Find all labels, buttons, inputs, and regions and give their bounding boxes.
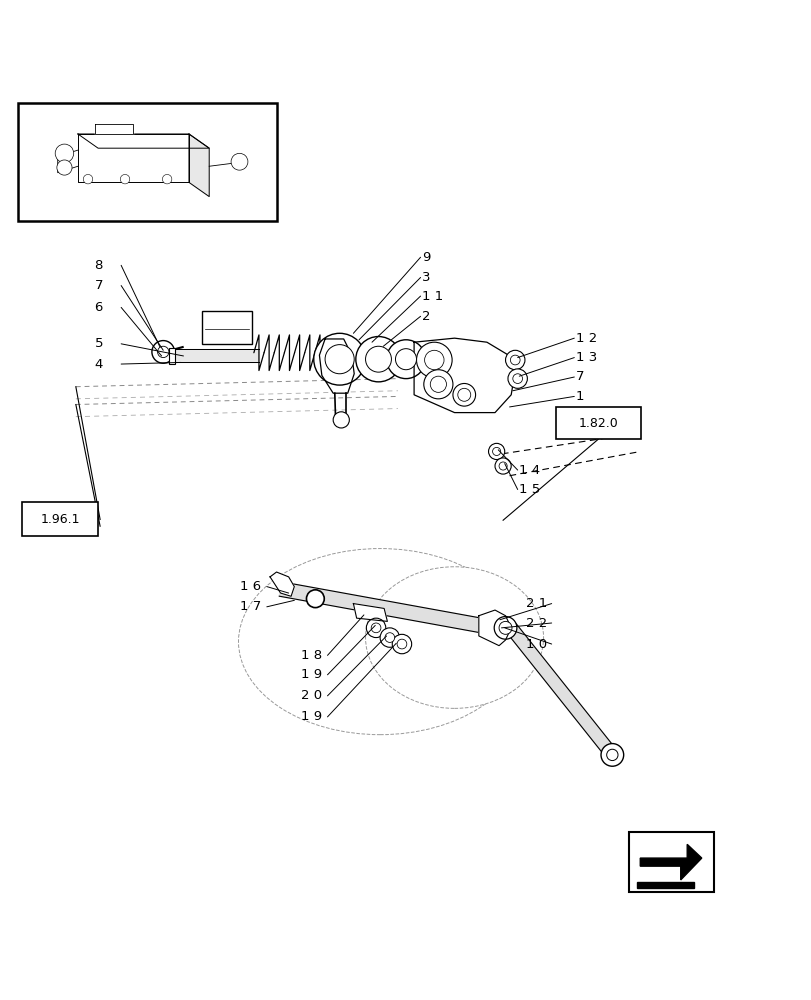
Text: 1 5: 1 5 xyxy=(519,483,540,496)
Text: 1 4: 1 4 xyxy=(519,464,540,477)
Text: 2 0: 2 0 xyxy=(300,689,321,702)
Circle shape xyxy=(453,383,475,406)
Text: 1 9: 1 9 xyxy=(300,668,321,681)
Circle shape xyxy=(365,346,391,372)
Circle shape xyxy=(508,369,526,388)
Polygon shape xyxy=(279,582,504,637)
Circle shape xyxy=(488,443,504,460)
Circle shape xyxy=(423,370,453,399)
Circle shape xyxy=(371,623,380,633)
Text: 9: 9 xyxy=(422,251,430,264)
Text: 4: 4 xyxy=(94,358,103,371)
Polygon shape xyxy=(353,604,387,621)
Polygon shape xyxy=(319,339,354,393)
Circle shape xyxy=(510,355,520,365)
Text: 1 1: 1 1 xyxy=(422,290,443,303)
Circle shape xyxy=(313,333,365,385)
Circle shape xyxy=(395,349,416,370)
Circle shape xyxy=(366,618,385,638)
Circle shape xyxy=(499,462,507,470)
Polygon shape xyxy=(58,150,78,173)
Circle shape xyxy=(416,342,452,378)
Circle shape xyxy=(152,341,174,363)
Text: 1 3: 1 3 xyxy=(575,351,596,364)
Circle shape xyxy=(499,621,512,634)
Text: 1 8: 1 8 xyxy=(300,649,321,662)
Circle shape xyxy=(457,388,470,401)
Text: 2 1: 2 1 xyxy=(525,597,547,610)
Polygon shape xyxy=(78,134,209,148)
Bar xyxy=(22,502,98,536)
Ellipse shape xyxy=(238,549,521,735)
Circle shape xyxy=(380,628,399,647)
Text: 1: 1 xyxy=(575,390,584,403)
Circle shape xyxy=(384,633,394,642)
Circle shape xyxy=(157,346,169,358)
Text: 2: 2 xyxy=(422,310,430,323)
Polygon shape xyxy=(175,349,259,362)
Text: 1 9: 1 9 xyxy=(300,710,321,723)
Text: 7: 7 xyxy=(575,370,584,383)
Ellipse shape xyxy=(365,567,543,708)
Circle shape xyxy=(424,350,444,370)
Ellipse shape xyxy=(306,590,324,608)
Text: 3: 3 xyxy=(422,271,430,284)
Polygon shape xyxy=(505,624,616,759)
Circle shape xyxy=(324,345,354,374)
Text: 1 6: 1 6 xyxy=(240,580,261,593)
Polygon shape xyxy=(78,134,189,182)
Text: 5: 5 xyxy=(94,337,103,350)
Polygon shape xyxy=(640,844,701,880)
Bar xyxy=(202,311,252,344)
Circle shape xyxy=(57,160,72,175)
Circle shape xyxy=(494,617,517,639)
Bar xyxy=(169,348,175,364)
Circle shape xyxy=(162,174,172,184)
Circle shape xyxy=(513,374,522,383)
Bar xyxy=(18,103,277,221)
Circle shape xyxy=(495,458,511,474)
Text: 6: 6 xyxy=(94,301,103,314)
Circle shape xyxy=(505,350,524,370)
Polygon shape xyxy=(270,572,294,596)
Bar xyxy=(628,832,713,892)
Circle shape xyxy=(84,174,92,184)
Polygon shape xyxy=(637,882,693,888)
Polygon shape xyxy=(189,134,209,197)
Text: 2 2: 2 2 xyxy=(525,617,547,630)
Circle shape xyxy=(397,639,406,649)
Text: 1.96.1: 1.96.1 xyxy=(41,513,79,526)
Text: 1 0: 1 0 xyxy=(525,638,547,651)
Circle shape xyxy=(120,174,130,184)
Circle shape xyxy=(606,749,617,761)
Circle shape xyxy=(392,634,411,654)
Text: 1 7: 1 7 xyxy=(240,600,261,613)
Circle shape xyxy=(430,376,446,392)
Circle shape xyxy=(600,744,623,766)
Polygon shape xyxy=(95,124,133,134)
Bar xyxy=(555,407,640,439)
Polygon shape xyxy=(414,338,515,413)
Circle shape xyxy=(386,340,425,379)
Circle shape xyxy=(231,153,247,170)
Circle shape xyxy=(55,144,74,163)
Text: 8: 8 xyxy=(94,259,103,272)
Circle shape xyxy=(333,412,349,428)
Circle shape xyxy=(355,337,401,382)
Circle shape xyxy=(492,447,500,455)
Polygon shape xyxy=(478,610,511,646)
Text: 1.82.0: 1.82.0 xyxy=(577,417,617,430)
Text: 7: 7 xyxy=(94,279,103,292)
Text: 1 2: 1 2 xyxy=(575,332,596,345)
